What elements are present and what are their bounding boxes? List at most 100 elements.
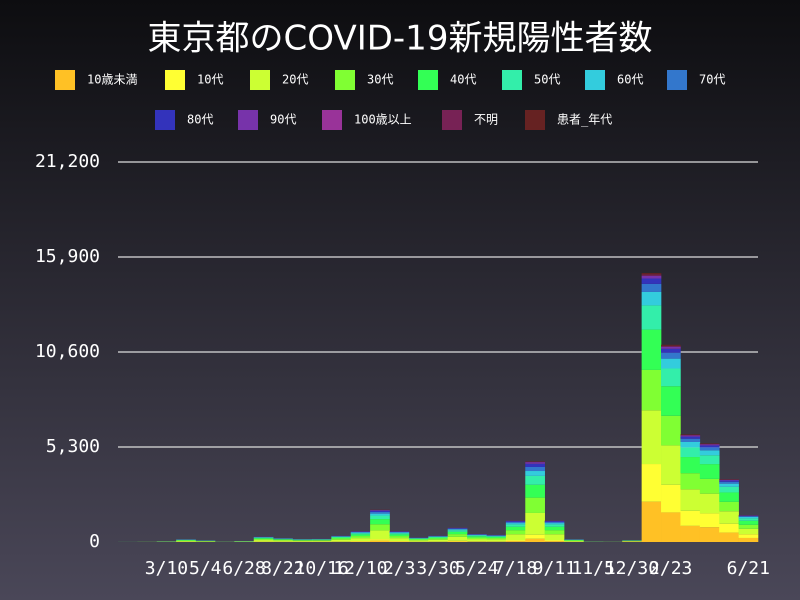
bar-segment xyxy=(467,539,487,542)
bar-segment xyxy=(738,515,759,517)
bar-segment xyxy=(292,540,313,542)
bar-segment xyxy=(641,273,662,275)
bar-segment xyxy=(680,436,701,439)
bar-segment xyxy=(273,539,293,540)
bar-segment xyxy=(719,532,739,542)
bar-segment xyxy=(253,540,274,542)
bar-segment xyxy=(370,539,390,541)
bar-segment xyxy=(680,489,701,511)
legend-label: 患者_年代 xyxy=(557,113,612,127)
bar-segment xyxy=(680,510,701,526)
bar-segment xyxy=(408,538,429,540)
bar-segment xyxy=(680,457,701,474)
y-tick-label: 10,600 xyxy=(35,341,100,362)
bar-segment xyxy=(467,537,487,540)
x-tick-label: 8/22 xyxy=(261,558,304,579)
bar-segment xyxy=(389,532,410,534)
bar-segment xyxy=(370,530,390,540)
x-tick-label: 6/21 xyxy=(727,558,770,579)
bar-segment xyxy=(525,475,545,485)
bar-segment xyxy=(641,329,662,370)
bar-segment xyxy=(350,541,371,542)
bar-segment xyxy=(661,512,681,542)
bar-segment xyxy=(719,483,739,487)
bar-segment xyxy=(331,537,352,539)
bar-segment xyxy=(428,538,448,540)
bar-segment xyxy=(447,531,468,535)
legend-swatch xyxy=(525,110,545,130)
legend-label: 30代 xyxy=(367,73,393,87)
legend-swatch xyxy=(585,70,605,90)
legend-swatch xyxy=(155,110,175,130)
chart-title: 東京都のCOVID-19新規陽性者数 xyxy=(148,19,653,59)
bar-segment xyxy=(544,541,565,542)
bar-segment xyxy=(486,539,507,542)
bar-segment xyxy=(389,531,410,533)
bar-segment xyxy=(544,530,565,535)
bar-segment xyxy=(408,539,429,541)
bar-segment xyxy=(311,540,332,542)
x-tick-label: 5/4 xyxy=(189,558,222,579)
bar-segment xyxy=(544,540,565,542)
legend-label: 不明 xyxy=(474,113,498,127)
bar-segment xyxy=(719,486,739,493)
bar-segment xyxy=(738,516,759,519)
bar-segment xyxy=(370,540,390,542)
bar-segment xyxy=(428,536,448,538)
legend-label: 10代 xyxy=(197,73,223,87)
legend-swatch xyxy=(667,70,687,90)
bar-segment xyxy=(661,348,681,353)
bar-segment xyxy=(699,445,720,448)
bar-segment xyxy=(311,540,332,541)
legend-swatch xyxy=(502,70,522,90)
bar-segment xyxy=(719,523,739,533)
bar-segment xyxy=(564,541,584,542)
bar-segment xyxy=(505,521,526,524)
x-tick-label: 6/28 xyxy=(222,558,265,579)
legend-swatch xyxy=(238,110,258,130)
bar-segment xyxy=(544,526,565,531)
bar-segment xyxy=(525,484,545,498)
bar-segment xyxy=(680,438,701,442)
legend-label: 80代 xyxy=(187,113,213,127)
bar-segment xyxy=(447,528,468,529)
legend-label: 20代 xyxy=(282,73,308,87)
bar-segment xyxy=(350,532,371,534)
bar-segment xyxy=(719,511,739,524)
bar-segment xyxy=(699,478,720,494)
bar-segment xyxy=(699,455,720,465)
y-tick-label: 15,900 xyxy=(35,246,100,267)
bar-segment xyxy=(408,540,429,542)
bar-segment xyxy=(486,536,507,539)
legend-label: 70代 xyxy=(699,73,725,87)
bar-segment xyxy=(370,524,390,531)
bar-segment xyxy=(699,464,720,479)
bar-segment xyxy=(370,510,390,512)
bar-segment xyxy=(505,530,526,535)
bar-segment xyxy=(505,534,526,541)
bar-segment xyxy=(661,344,681,346)
bar-segment xyxy=(389,541,410,542)
bar-segment xyxy=(699,527,720,542)
bar-segment xyxy=(253,538,274,540)
x-tick-label: 2/23 xyxy=(649,558,692,579)
bar-segment xyxy=(176,541,196,542)
legend-swatch xyxy=(165,70,185,90)
bar-segment xyxy=(680,434,701,436)
bar-segment xyxy=(350,533,371,535)
bar-segment xyxy=(505,526,526,531)
bar-segment xyxy=(680,473,701,490)
x-tick-label: 7/18 xyxy=(494,558,537,579)
bar-segment xyxy=(661,345,681,347)
bar-segment xyxy=(680,435,701,437)
bar-segment xyxy=(389,538,410,542)
bar-segment xyxy=(661,484,681,513)
bar-segment xyxy=(389,534,410,537)
bar-segment xyxy=(176,540,196,542)
bar-segment xyxy=(680,525,701,542)
bar-segment xyxy=(292,540,313,541)
legend-swatch xyxy=(418,70,438,90)
x-tick-label: 5/24 xyxy=(455,558,498,579)
